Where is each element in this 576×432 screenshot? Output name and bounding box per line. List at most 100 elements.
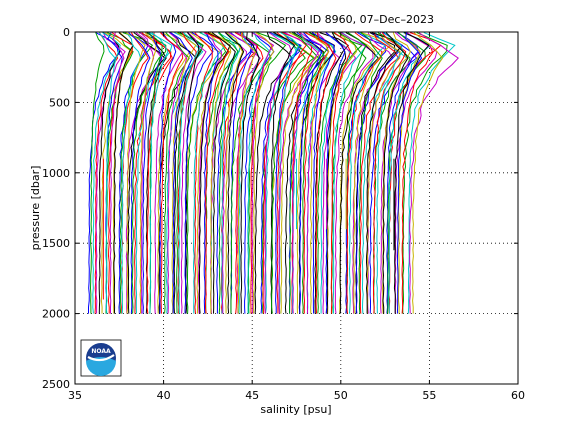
profile-line	[125, 32, 146, 314]
profile-line	[121, 32, 142, 314]
x-axis-label: salinity [psu]	[260, 403, 331, 416]
profile-line	[240, 32, 260, 314]
profile-line	[396, 32, 423, 314]
axes-box	[74, 31, 519, 385]
profile-line	[221, 32, 261, 314]
y-tick-label: 0	[63, 26, 70, 39]
profile-line	[192, 32, 226, 314]
y-tick-label: 2000	[42, 308, 70, 321]
profile-line	[135, 32, 173, 314]
profile-line	[407, 32, 456, 314]
profile-line	[372, 32, 407, 314]
profile-line	[314, 32, 349, 314]
profile-line	[250, 32, 273, 314]
profile-line	[163, 32, 190, 314]
x-tick-label: 40	[157, 389, 171, 402]
profile-line	[401, 32, 442, 314]
profile-line	[88, 32, 121, 314]
x-axis-ticks: 35 40 45 50 55 60	[68, 32, 525, 402]
profile-line	[254, 32, 293, 314]
profile-line	[332, 32, 367, 314]
profile-line	[149, 32, 169, 314]
profile-line	[173, 32, 204, 314]
profile-line	[366, 32, 401, 314]
profile-line	[301, 32, 331, 314]
profile-line	[119, 32, 154, 314]
x-tick-label: 55	[422, 389, 436, 402]
profile-line	[184, 32, 214, 314]
profile-line	[251, 32, 275, 314]
profile-line	[380, 32, 421, 314]
profile-line	[388, 32, 432, 314]
profile-line	[359, 32, 399, 314]
profile-line	[107, 32, 134, 314]
x-tick-label: 50	[334, 389, 348, 402]
profile-line	[166, 32, 204, 314]
profile-line	[237, 32, 256, 314]
y-tick-label: 2500	[42, 378, 70, 391]
profile-line	[264, 32, 293, 314]
profile-line	[225, 32, 244, 314]
profile-line	[365, 32, 403, 314]
profile-line	[118, 32, 149, 314]
profile-line	[142, 32, 162, 314]
profile-line	[230, 32, 272, 314]
profile-line	[198, 32, 231, 314]
y-tick-label: 500	[49, 96, 70, 109]
profile-line	[346, 32, 383, 314]
profile-line	[225, 32, 245, 314]
profile-line	[409, 32, 459, 314]
profile-line	[296, 32, 337, 314]
profile-line	[309, 32, 330, 314]
profile-line	[353, 32, 392, 314]
profile-line	[412, 32, 444, 314]
profile-line	[271, 32, 315, 314]
profile-line	[178, 32, 202, 314]
profile-line	[317, 32, 363, 314]
profile-line	[134, 32, 172, 314]
profile-line	[171, 32, 197, 314]
profile-line	[358, 32, 383, 314]
chart-title: WMO ID 4903624, internal ID 8960, 07–Dec…	[160, 13, 434, 26]
y-axis-ticks: 0 500 1000 1500 2000 2500	[42, 26, 518, 391]
profile-line	[303, 32, 330, 314]
y-axis-label: pressure [dbar]	[29, 166, 42, 251]
x-tick-label: 60	[511, 389, 525, 402]
profile-line	[270, 32, 296, 314]
profile-line	[98, 32, 120, 314]
profile-line	[167, 32, 188, 314]
profile-line	[306, 32, 341, 314]
x-tick-label: 45	[245, 389, 259, 402]
profile-line	[252, 32, 275, 314]
profile-line	[109, 32, 125, 314]
profile-line	[160, 32, 184, 314]
profile-line	[276, 32, 307, 314]
profile-line	[92, 32, 116, 314]
profile-line	[158, 32, 177, 314]
profile-line	[139, 32, 157, 314]
profile-line	[397, 32, 421, 314]
profile-line	[348, 32, 387, 314]
y-tick-label: 1000	[42, 167, 70, 180]
noaa-logo: NOAA	[80, 339, 122, 377]
profile-line	[382, 32, 409, 314]
profile-line	[145, 32, 167, 314]
profile-line	[204, 32, 230, 314]
profile-line	[89, 32, 105, 314]
x-tick-label: 35	[68, 389, 82, 402]
profile-line	[128, 32, 151, 314]
profile-line	[102, 32, 121, 314]
profile-line	[292, 32, 323, 314]
profile-line	[284, 32, 324, 314]
profile-line	[211, 32, 236, 314]
profile-line	[113, 32, 134, 314]
profile-line	[247, 32, 271, 314]
profile-line	[203, 32, 219, 314]
noaa-logo-text: NOAA	[91, 348, 111, 355]
profile-line	[386, 32, 419, 314]
profile-line	[127, 32, 166, 314]
profile-line	[355, 32, 400, 314]
profile-line	[394, 32, 438, 314]
profile-line	[235, 32, 264, 314]
